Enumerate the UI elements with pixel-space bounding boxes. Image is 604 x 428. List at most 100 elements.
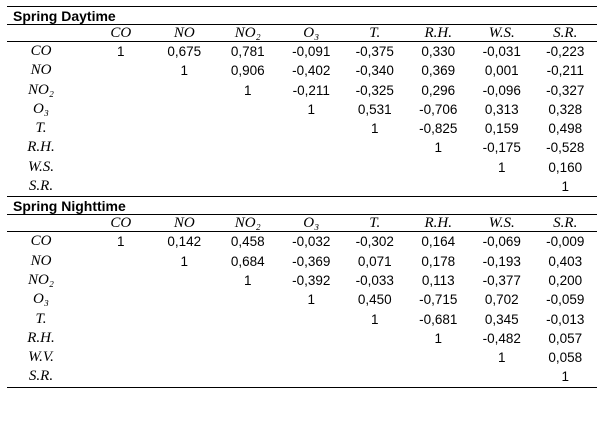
table-cell: -0,091 xyxy=(292,44,331,59)
table-cell xyxy=(216,177,280,196)
table-cell xyxy=(153,81,217,100)
table-cell xyxy=(153,119,217,138)
table-cell: -0,223 xyxy=(546,44,585,59)
table-cell xyxy=(343,348,407,367)
row-label: CO xyxy=(30,233,52,250)
table-row: NO 1 0,906 -0,402 -0,340 0,369 0,001 -0,… xyxy=(7,61,597,80)
table-cell: 0,702 xyxy=(484,292,519,308)
table-cell: 0,684 xyxy=(230,253,265,269)
table-cell xyxy=(280,348,344,367)
spring-daytime-section: Spring Daytime CO NO NO₂ O₃ T. R.H. W.S.… xyxy=(7,6,597,196)
table-cell: 0,058 xyxy=(548,350,583,366)
table-cell: 1 xyxy=(370,121,379,137)
table-cell: 0,403 xyxy=(548,253,583,269)
table-cell: -0,706 xyxy=(419,101,458,117)
table-cell: -0,033 xyxy=(355,272,394,288)
column-header: R.H. xyxy=(406,25,470,42)
table-cell: 1 xyxy=(370,311,379,327)
table-cell xyxy=(153,310,217,329)
column-header: W.S. xyxy=(470,25,534,42)
table-cell xyxy=(280,367,344,386)
table-cell xyxy=(343,177,407,196)
table-cell xyxy=(280,158,344,177)
row-label: T. xyxy=(35,120,47,137)
table-cell: -0,377 xyxy=(482,272,521,288)
table-row: CO 1 0,675 0,781 -0,091 -0,375 0,330 -0,… xyxy=(7,42,597,62)
table-row: CO 1 0,142 0,458 -0,032 -0,302 0,164 -0,… xyxy=(7,232,597,252)
table-cell xyxy=(153,177,217,196)
row-label: S.R. xyxy=(28,178,54,195)
row-label: NO xyxy=(30,62,52,79)
row-label: W.V. xyxy=(28,349,54,366)
table-cell xyxy=(153,158,217,177)
table-cell xyxy=(470,177,534,196)
column-header: NO xyxy=(152,25,216,42)
table-cell xyxy=(89,290,153,309)
table-cell xyxy=(216,348,280,367)
table-cell: 0,458 xyxy=(230,234,265,250)
table-cell: 0,164 xyxy=(421,234,456,250)
column-header: S.R. xyxy=(533,215,597,233)
table-row: W.S. 1 0,160 xyxy=(7,158,597,177)
table-cell xyxy=(216,290,280,309)
table-cell xyxy=(216,329,280,348)
table-cell: 0,159 xyxy=(484,121,519,137)
row-label: NO xyxy=(30,252,52,269)
table-cell: -0,340 xyxy=(355,63,394,79)
table-cell: -0,032 xyxy=(292,234,331,250)
table-cell: -0,528 xyxy=(546,140,585,156)
corner-cell xyxy=(7,215,89,233)
row-label: S.R. xyxy=(28,368,54,385)
table-cell: 1 xyxy=(497,159,506,175)
table-cell xyxy=(153,100,217,119)
table-cell: 0,113 xyxy=(421,272,455,288)
table-cell: -0,031 xyxy=(482,44,521,59)
table-row: O₃ 1 0,531 -0,706 0,313 0,328 xyxy=(7,100,597,119)
section-title: Spring Daytime xyxy=(7,6,597,25)
table-cell xyxy=(280,177,344,196)
correlation-table: CO NO NO₂ O₃ T. R.H. W.S. S.R. CO 1 0,14… xyxy=(7,215,597,386)
row-label: NO₂ xyxy=(27,81,55,98)
correlation-tables: Spring Daytime CO NO NO₂ O₃ T. R.H. W.S.… xyxy=(7,6,597,388)
table-cell: 1 xyxy=(434,330,442,346)
table-cell: 1 xyxy=(307,292,315,308)
table-cell xyxy=(216,367,280,386)
column-header: NO xyxy=(152,215,216,233)
table-cell: 0,313 xyxy=(484,101,519,117)
column-header: NO₂ xyxy=(216,215,280,233)
table-cell: 1 xyxy=(180,253,188,269)
table-cell: 0,001 xyxy=(484,63,519,79)
table-cell xyxy=(407,177,471,196)
table-cell: -0,193 xyxy=(482,253,521,269)
table-cell: -0,013 xyxy=(546,311,585,327)
table-cell: 1 xyxy=(307,101,315,117)
correlation-table: CO NO NO₂ O₃ T. R.H. W.S. S.R. CO 1 0,67… xyxy=(7,25,597,196)
table-cell: 0,142 xyxy=(167,234,202,250)
table-cell xyxy=(343,138,407,157)
column-header-row: CO NO NO₂ O₃ T. R.H. W.S. S.R. xyxy=(7,25,597,42)
row-label: R.H. xyxy=(27,329,55,346)
table-cell: 0,498 xyxy=(548,121,583,137)
corner-cell xyxy=(7,25,89,42)
table-cell xyxy=(89,310,153,329)
table-row: O₃ 1 0,450 -0,715 0,702 -0,059 xyxy=(7,290,597,309)
table-cell: 0,328 xyxy=(548,101,583,117)
row-label: T. xyxy=(35,310,47,327)
column-header: R.H. xyxy=(406,215,470,233)
table-cell xyxy=(216,119,280,138)
table-cell: -0,482 xyxy=(482,330,521,346)
table-cell xyxy=(153,367,217,386)
table-cell xyxy=(343,329,407,348)
table-bottom-rule xyxy=(7,386,597,388)
table-cell: 0,675 xyxy=(167,44,202,59)
table-row: S.R. 1 xyxy=(7,367,597,386)
column-header: S.R. xyxy=(533,25,597,42)
column-header: T. xyxy=(343,215,407,233)
table-cell xyxy=(89,367,153,386)
table-cell xyxy=(216,138,280,157)
table-cell: -0,402 xyxy=(292,63,331,79)
table-cell xyxy=(216,310,280,329)
table-cell xyxy=(407,348,471,367)
table-cell xyxy=(407,367,471,386)
table-cell: -0,059 xyxy=(546,292,585,308)
